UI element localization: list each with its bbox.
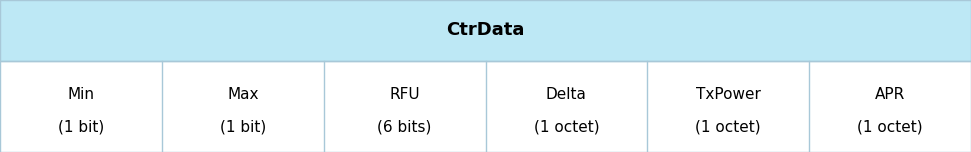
- Text: Delta: Delta: [546, 87, 586, 102]
- Bar: [0, 0, 971, 61]
- Text: RFU: RFU: [389, 87, 419, 102]
- Text: (1 bit): (1 bit): [219, 120, 266, 135]
- Text: (6 bits): (6 bits): [378, 120, 432, 135]
- Text: (1 octet): (1 octet): [695, 120, 761, 135]
- Text: CtrData: CtrData: [447, 21, 524, 39]
- Text: (1 bit): (1 bit): [58, 120, 104, 135]
- Text: Min: Min: [67, 87, 94, 102]
- Text: Max: Max: [227, 87, 258, 102]
- Text: TxPower: TxPower: [696, 87, 760, 102]
- Text: (1 octet): (1 octet): [534, 120, 599, 135]
- Text: APR: APR: [875, 87, 905, 102]
- Text: (1 octet): (1 octet): [857, 120, 922, 135]
